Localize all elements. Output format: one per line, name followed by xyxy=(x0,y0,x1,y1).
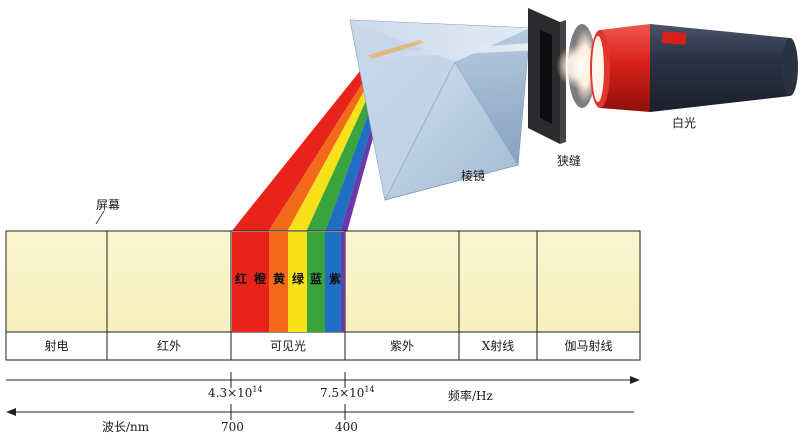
fan-red xyxy=(231,56,379,232)
color-label-yellow: 黄 xyxy=(273,272,286,286)
band-green xyxy=(307,232,325,332)
frequency-tick-high: 7.5×1014 xyxy=(320,385,375,400)
flashlight xyxy=(556,24,798,112)
frequency-tick-low: 4.3×1014 xyxy=(208,385,263,400)
color-label-green: 绿 xyxy=(292,272,305,286)
wavelength-axis xyxy=(6,404,634,420)
band-yellow xyxy=(288,232,307,332)
screen-label: 屏幕 xyxy=(96,198,121,212)
band-violet xyxy=(341,232,345,332)
slit-label: 狭缝 xyxy=(557,154,582,168)
color-label-violet: 紫 xyxy=(329,272,342,286)
slit-plate xyxy=(528,8,566,144)
wavelength-axis-label: 波长/nm xyxy=(102,420,150,434)
wavelength-tick-low: 700 xyxy=(221,420,244,434)
color-label-blue: 蓝 xyxy=(310,272,323,286)
wavelength-tick-high: 400 xyxy=(335,420,358,434)
white-light-label: 白光 xyxy=(672,116,697,130)
color-label-orange: 橙 xyxy=(254,272,267,286)
frequency-axis xyxy=(6,372,640,388)
band-label-radio: 射电 xyxy=(44,339,69,353)
fan-orange xyxy=(268,57,382,232)
band-label-visible: 可见光 xyxy=(269,339,306,353)
prism xyxy=(349,19,545,201)
screen-pointer xyxy=(95,210,105,225)
band-blue xyxy=(325,232,341,332)
band-red xyxy=(232,232,269,332)
screen xyxy=(5,230,641,361)
band-orange xyxy=(269,232,288,332)
fan-yellow xyxy=(287,58,385,232)
color-label-red: 红 xyxy=(235,272,248,286)
band-label-xray: X射线 xyxy=(481,339,515,353)
frequency-axis-label: 频率/Hz xyxy=(448,389,493,403)
band-label-ultraviolet: 紫外 xyxy=(389,339,414,353)
prism-label: 棱镜 xyxy=(461,169,486,183)
band-label-gamma: 伽马射线 xyxy=(564,339,613,353)
band-label-infrared: 红外 xyxy=(156,339,181,353)
